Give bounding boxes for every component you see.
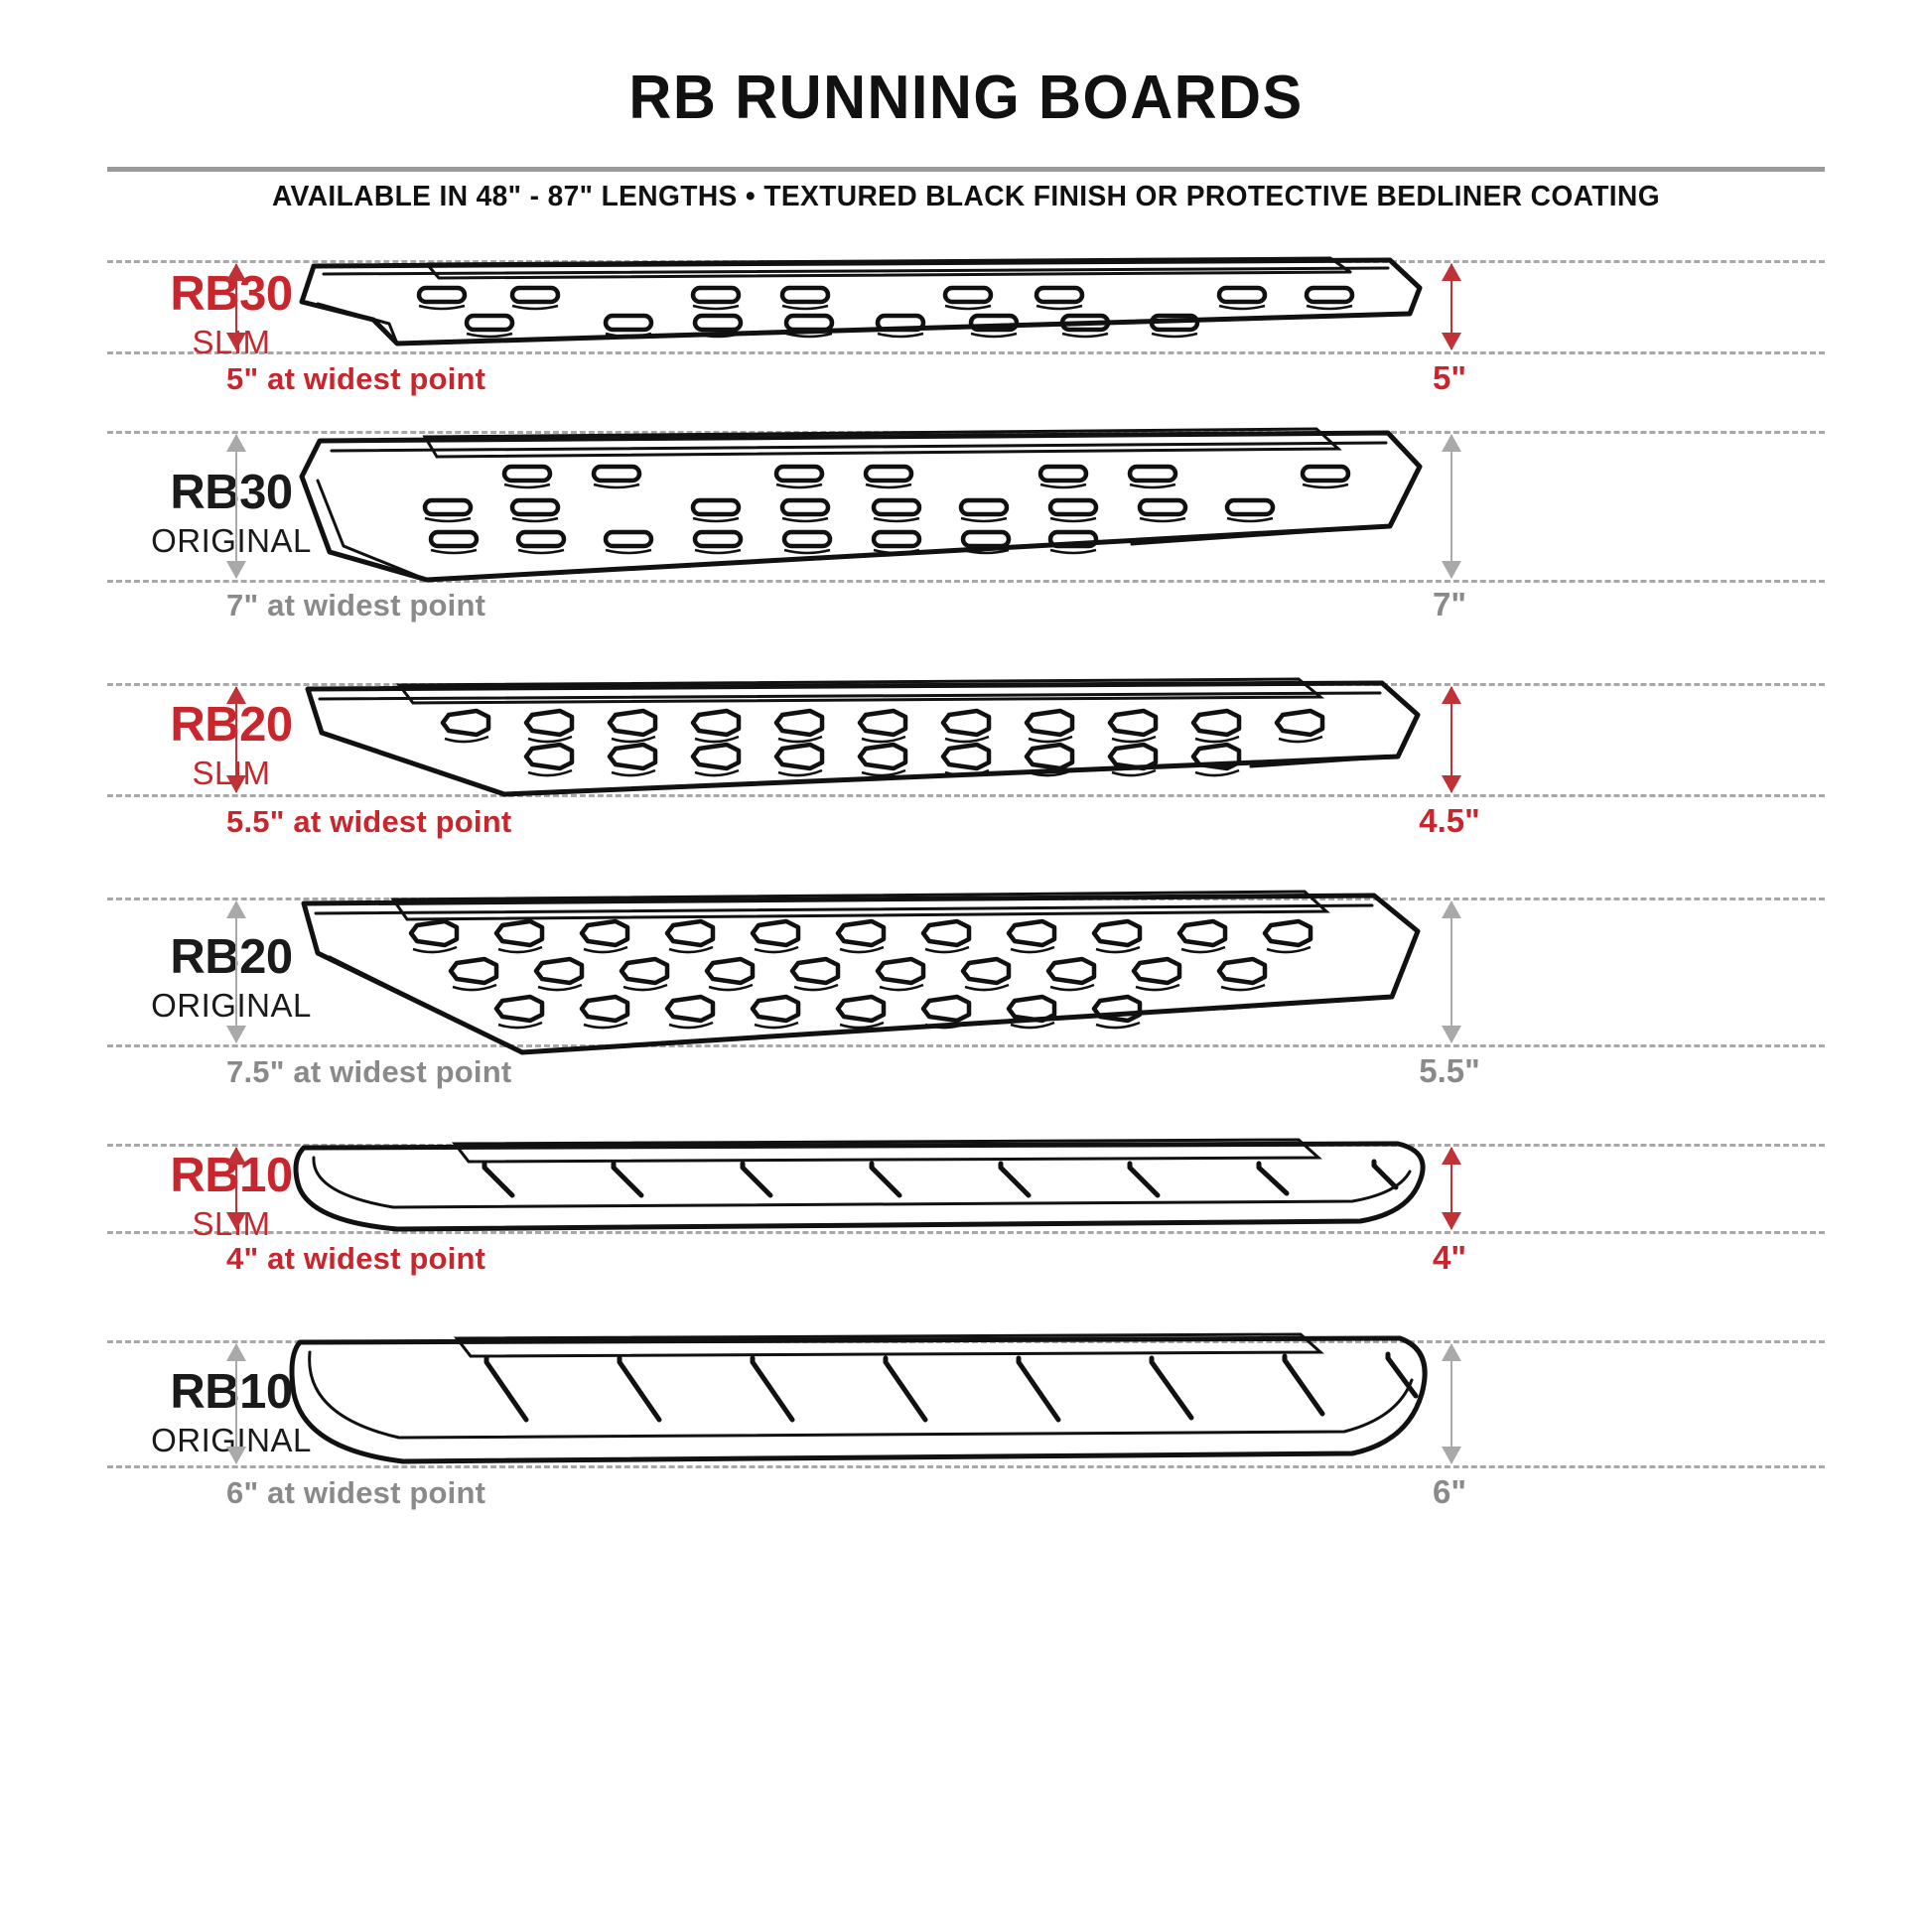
width-caption: 5.5" at widest point [226,804,512,839]
dimension-arrow-left [223,1343,249,1464]
dimension-arrow-left [223,900,249,1043]
width-caption: 5" at widest point [226,361,486,396]
dimension-arrow-right [1439,686,1464,793]
width-caption: 6" at widest point [226,1475,486,1510]
row-model: RB10 [170,1365,293,1419]
row-model: RB30 [170,466,293,519]
width-caption: 7" at widest point [226,588,486,622]
row-variant: ORIGINAL [151,987,312,1024]
board-illustration-rb10-original [278,1324,1440,1483]
measure-guide-bottom [107,794,1825,797]
height-value: 4" [1433,1239,1466,1276]
measure-guide-bottom [107,580,1825,583]
dimension-arrow-right [1439,1343,1464,1464]
height-value: 5.5" [1419,1052,1480,1089]
dimension-arrow-left [223,434,249,579]
board-illustration-rb10-slim [278,1128,1440,1245]
measure-guide-bottom [107,1465,1825,1468]
width-caption: 4" at widest point [226,1241,486,1276]
row-variant: ORIGINAL [151,522,312,559]
board-illustration-rb20-slim [278,667,1430,812]
dimension-arrow-right [1439,1147,1464,1230]
measure-guide-bottom [107,351,1825,354]
dimension-arrow-left [223,1147,249,1230]
page-title: RB RUNNING BOARDS [628,64,1304,132]
measure-guide-bottom [107,1231,1825,1234]
header: RB RUNNING BOARDS AVAILABLE IN 48" - 87"… [0,0,1932,212]
board-illustration-rb30-slim [278,244,1430,363]
height-value: 5" [1433,359,1466,396]
measure-guide-bottom [107,1044,1825,1047]
row-label: RB20 ORIGINAL [117,930,345,1024]
row-model: RB20 [170,930,293,984]
dimension-arrow-right [1439,263,1464,350]
dimension-arrow-left [223,686,249,793]
board-illustration-rb20-original [278,882,1430,1066]
header-divider [107,167,1825,172]
dimension-arrow-right [1439,434,1464,579]
height-value: 7" [1433,586,1466,622]
board-illustration-rb30-original [278,415,1430,594]
width-caption: 7.5" at widest point [226,1054,512,1089]
row-label: RB30 ORIGINAL [117,466,345,559]
dimension-arrow-right [1439,900,1464,1043]
header-subtitle: AVAILABLE IN 48" - 87" LENGTHS • TEXTURE… [272,181,1660,212]
height-value: 6" [1433,1473,1466,1510]
dimension-arrow-left [223,263,249,350]
row-label: RB10 ORIGINAL [117,1365,345,1457]
row-model: RB20 [170,698,293,752]
height-value: 4.5" [1419,802,1480,839]
